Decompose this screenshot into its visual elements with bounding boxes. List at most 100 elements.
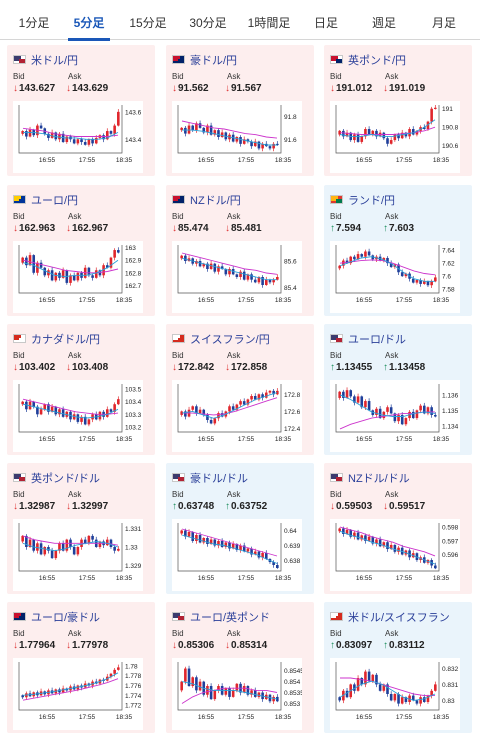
mini-chart[interactable]: 1.136 1.135 1.134 16:55 17:55 18:35	[330, 380, 460, 452]
chart-axis	[177, 384, 282, 433]
ask-price: ↑0.83112	[383, 640, 425, 651]
currency-pair-link[interactable]: 英ポンド/円	[348, 55, 407, 67]
rate-card[interactable]: NZドル/ドル Bid Ask ↓0.59503 ↓0.59517 0.598 0.597 0…	[324, 463, 472, 594]
mini-chart[interactable]: 0.598 0.597 0.596 16:55 17:55 18:35	[330, 519, 460, 591]
currency-pair-link[interactable]: ランド/円	[348, 195, 396, 207]
rate-card[interactable]: NZドル/円 Bid Ask ↓85.474 ↓85.481 85.6 85.4 16:55 1…	[166, 185, 314, 316]
flag-icon	[172, 473, 185, 482]
rate-card[interactable]: 英ポンド/ドル Bid Ask ↓1.32987 ↓1.32997 1.331 1.33 1.…	[7, 463, 155, 594]
candle-body	[87, 419, 91, 425]
candle-body	[198, 123, 202, 128]
y-tick-label: 1.135	[442, 408, 459, 415]
currency-pair-link[interactable]: 豪ドル/円	[190, 55, 238, 67]
mini-chart[interactable]: 143.6 143.4 16:55 17:55 18:35	[13, 101, 143, 173]
candle-body	[209, 686, 213, 700]
currency-pair-link[interactable]: スイスフラン/円	[190, 334, 270, 346]
flag-icon	[330, 334, 343, 343]
mini-chart[interactable]: 172.8 172.6 172.4 16:55 17:55 18:35	[172, 380, 302, 452]
candlestick-chart: 1.136 1.135 1.134 16:55 17:55 18:35	[335, 384, 459, 443]
candle-body	[393, 413, 397, 422]
candle-body	[191, 125, 195, 131]
tab-5[interactable]: 日足	[300, 0, 352, 40]
mini-chart[interactable]: 0.64 0.639 0.638 16:55 17:55 18:35	[172, 519, 302, 591]
mini-chart[interactable]: 91.8 91.6 16:55 17:55 18:35	[172, 101, 302, 173]
moving-average-fast	[339, 530, 436, 565]
rate-card[interactable]: ユーロ/ドル Bid Ask ↑1.13455 ↑1.13458 1.136 1.135 1.…	[324, 324, 472, 455]
mini-chart[interactable]: 85.6 85.4 16:55 17:55 18:35	[172, 241, 302, 313]
rate-card[interactable]: ユーロ/豪ドル Bid Ask ↓1.77964 ↓1.77978 1.78 1.778 1.…	[7, 602, 155, 733]
currency-pair-link[interactable]: ユーロ/英ポンド	[190, 612, 271, 624]
currency-pair-link[interactable]: 英ポンド/ドル	[31, 473, 101, 485]
candle-body	[217, 541, 220, 546]
y-tick-label: 0.639	[284, 543, 301, 550]
bid-label: Bid	[13, 490, 25, 499]
rate-card[interactable]: ランド/円 Bid Ask ↑7.594 ↑7.603 7.64 7.62 7.6 7.58 16…	[324, 185, 472, 316]
mini-chart[interactable]: 1.78 1.778 1.776 1.774 1.772 16:55 17:55 18:35	[13, 658, 143, 730]
arrow-up-icon: ↑	[383, 223, 388, 234]
rate-card[interactable]: 豪ドル/ドル Bid Ask ↑0.63748 ↑0.63752 0.64 0.639 0.6…	[166, 463, 314, 594]
rate-card[interactable]: ユーロ/英ポンド Bid Ask ↓0.85306 ↓0.85314 0.8545 0.85…	[166, 602, 314, 733]
mini-chart[interactable]: 0.8545 0.854 0.8535 0.853 16:55 17:55 18:35	[172, 658, 302, 730]
currency-pair-link[interactable]: 米ドル/円	[31, 55, 79, 67]
candle-body	[54, 550, 58, 559]
candle-body	[184, 411, 187, 417]
rate-card[interactable]: 英ポンド/円 Bid Ask ↓191.012 ↓191.019 191 190.8 190.…	[324, 45, 472, 176]
currency-pair-link[interactable]: ユーロ/ドル	[348, 334, 407, 346]
x-tick-label: 17:55	[396, 714, 413, 721]
mini-chart[interactable]: 103.5 103.4 103.3 103.2 16:55 17:55 18:35	[13, 380, 143, 452]
tab-0[interactable]: 1分足	[8, 0, 60, 40]
rate-card[interactable]: 米ドル/円 Bid Ask ↓143.627 ↓143.629 143.6 143.4 16:…	[7, 45, 155, 176]
candle-body	[239, 271, 242, 277]
candle-body	[202, 263, 206, 267]
ask-value: 0.85314	[231, 640, 268, 651]
mini-chart[interactable]: 191 190.8 190.6 16:55 17:55 18:35	[330, 101, 460, 173]
tab-label: 30分足	[189, 16, 227, 30]
currency-pair-link[interactable]: 米ドル/スイスフラン	[348, 612, 450, 624]
currency-pair-link[interactable]: ユーロ/豪ドル	[31, 612, 101, 624]
currency-pair-link[interactable]: 豪ドル/ドル	[190, 473, 249, 485]
candle-body	[250, 690, 253, 695]
x-tick-label: 17:55	[79, 157, 96, 164]
currency-pair-link[interactable]: NZドル/ドル	[348, 473, 410, 485]
mini-chart[interactable]: 163 162.9 162.8 162.7 16:55 17:55 18:35	[13, 241, 143, 313]
rate-card[interactable]: スイスフラン/円 Bid Ask ↓172.842 ↓172.858 172.8 172.6…	[166, 324, 314, 455]
ask-label: Ask	[68, 351, 82, 360]
rate-card[interactable]: カナダドル/円 Bid Ask ↓103.402 ↓103.408 103.5 103.4 1…	[7, 324, 155, 455]
candle-body	[195, 406, 198, 414]
candle-body	[105, 539, 109, 546]
tab-3[interactable]: 30分足	[178, 0, 238, 40]
mini-chart[interactable]: 1.331 1.33 1.329 16:55 17:55 18:35	[13, 519, 143, 591]
tab-4[interactable]: 1時間足	[240, 0, 298, 40]
y-tick-label: 162.9	[125, 258, 142, 265]
candle-body	[367, 401, 371, 411]
candle-body	[220, 413, 224, 417]
arrow-down-icon: ↓	[172, 640, 177, 651]
rate-card[interactable]: 豪ドル/円 Bid Ask ↓91.562 ↓91.567 91.8 91.6 16:55 17…	[166, 45, 314, 176]
currency-pair-link[interactable]: NZドル/円	[190, 195, 241, 207]
candle-body	[360, 136, 364, 142]
mini-chart[interactable]: 0.832 0.831 0.83 16:55 17:55 18:35	[330, 658, 460, 730]
candle-body	[257, 394, 261, 400]
candle-body	[195, 677, 198, 691]
tab-1[interactable]: 5分足	[60, 0, 118, 41]
mini-chart[interactable]: 7.64 7.62 7.6 7.58 16:55 17:55 18:35	[330, 241, 460, 313]
candle-body	[386, 542, 389, 550]
arrow-down-icon: ↓	[66, 640, 71, 651]
chart-axis	[335, 662, 440, 711]
tab-2[interactable]: 15分足	[120, 0, 176, 40]
candle-body	[342, 528, 345, 534]
chart-axis	[18, 662, 123, 711]
tab-6[interactable]: 週足	[354, 0, 414, 40]
rate-card[interactable]: 米ドル/スイスフラン Bid Ask ↑0.83097 ↑0.83112 0.832 0.8…	[324, 602, 472, 733]
ask-price: ↑1.13458	[383, 362, 425, 373]
candle-body	[72, 275, 76, 281]
candle-body	[209, 263, 213, 269]
currency-pair-link[interactable]: ユーロ/円	[31, 195, 79, 207]
currency-pair-link[interactable]: カナダドル/円	[31, 334, 101, 346]
candlestick-chart: 0.8545 0.854 0.8535 0.853 16:55 17:55 18:35	[177, 662, 302, 721]
rate-card[interactable]: ユーロ/円 Bid Ask ↓162.963 ↓162.967 163 162.9 162.8…	[7, 185, 155, 316]
flag-icon	[330, 473, 343, 482]
candle-body	[202, 538, 206, 543]
candle-body	[242, 401, 246, 405]
tab-7[interactable]: 月足	[416, 0, 472, 40]
